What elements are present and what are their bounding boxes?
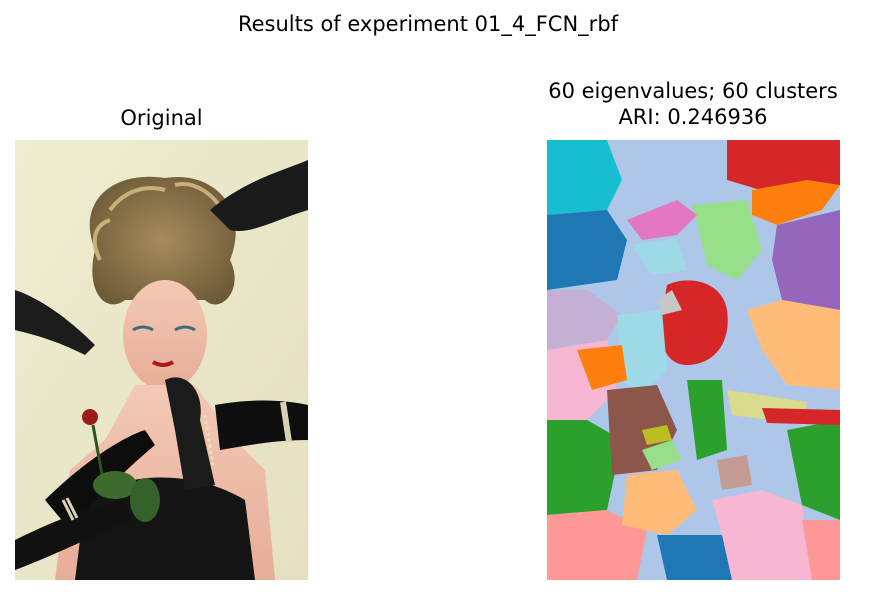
original-image [15,140,308,580]
segmentation-title-line2: ARI: 0.246936 [618,105,768,129]
segmentation-map-illustration [547,140,840,580]
segmentation-title: 60 eigenvalues; 60 clusters ARI: 0.24693… [500,78,881,130]
segmentation-title-line1: 60 eigenvalues; 60 clusters [548,79,838,103]
original-photo-illustration [15,140,308,580]
segmentation-image [547,140,840,580]
original-image-title: Original [120,106,203,130]
figure-suptitle: Results of experiment 01_4_FCN_rbf [237,12,619,36]
